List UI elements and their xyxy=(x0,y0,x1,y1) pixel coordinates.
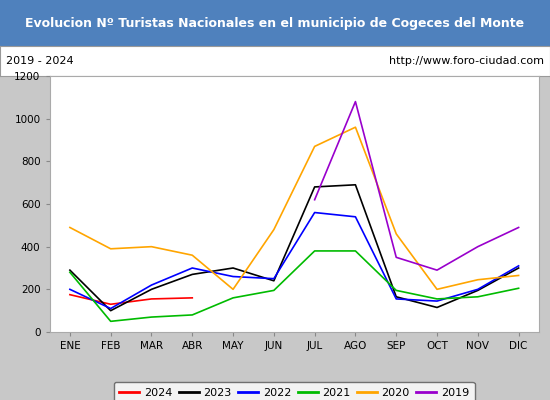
Text: Evolucion Nº Turistas Nacionales en el municipio de Cogeces del Monte: Evolucion Nº Turistas Nacionales en el m… xyxy=(25,16,525,30)
Legend: 2024, 2023, 2022, 2021, 2020, 2019: 2024, 2023, 2022, 2021, 2020, 2019 xyxy=(114,382,475,400)
Text: http://www.foro-ciudad.com: http://www.foro-ciudad.com xyxy=(389,56,544,66)
Text: 2019 - 2024: 2019 - 2024 xyxy=(6,56,73,66)
